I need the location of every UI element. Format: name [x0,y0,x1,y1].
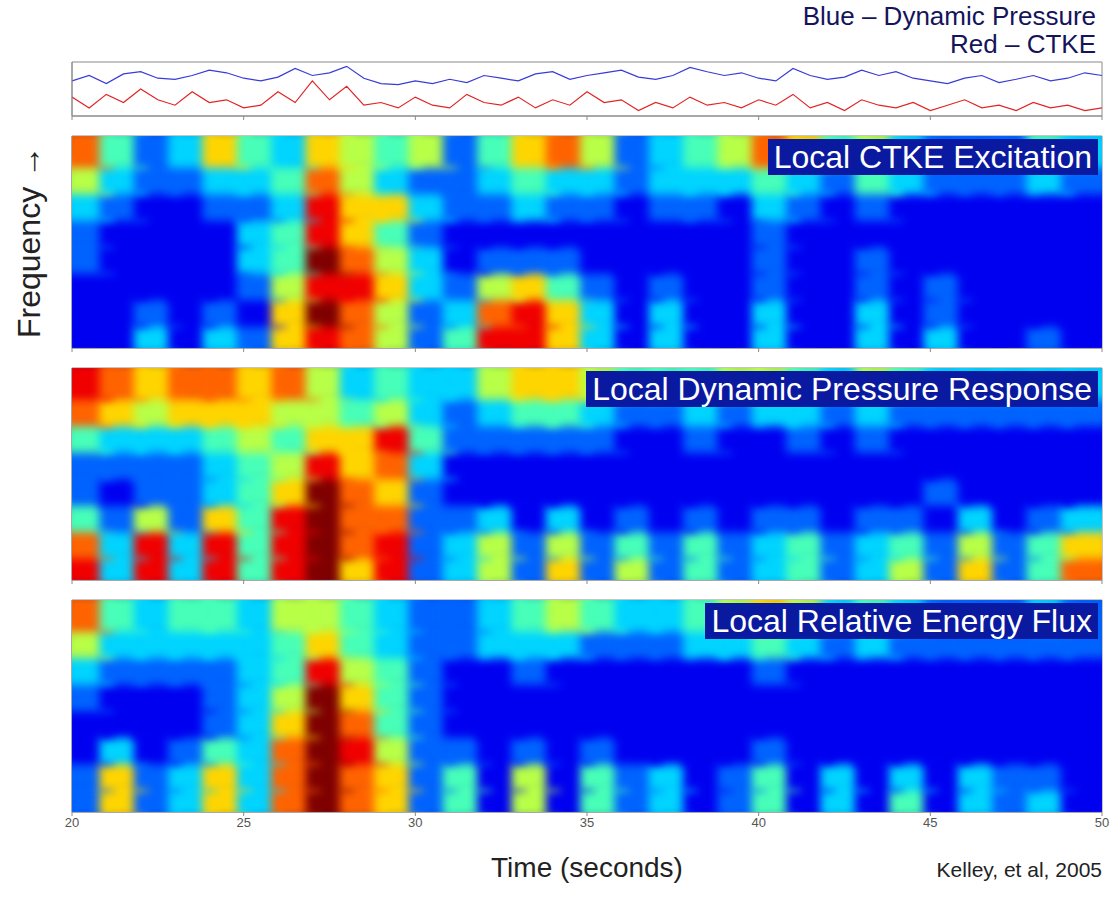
html-text:Local Dynamic Pressure Respons: Local Dynamic Pressure Response [592,371,1092,407]
html-text:Local CTKE Excitation: Local CTKE Excitation [773,139,1092,175]
html-text:Kelley, et al, 2005: Kelley, et al, 2005 [936,858,1102,881]
html-text:Local Relative Energy Flux: Local Relative Energy Flux [711,603,1092,639]
svg-text:Frequency →: Frequency → [11,146,47,338]
svg-text:45: 45 [923,815,937,830]
html-text:Red – CTKE: Red – CTKE [950,29,1096,59]
html-text:Blue – Dynamic Pressure: Blue – Dynamic Pressure [802,1,1096,31]
svg-text:20: 20 [65,815,79,830]
html-text:Time (seconds): Time (seconds) [491,852,683,883]
svg-text:35: 35 [580,815,594,830]
svg-text:30: 30 [408,815,422,830]
svg-text:50: 50 [1095,815,1109,830]
svg-text:40: 40 [751,815,765,830]
svg-text:25: 25 [236,815,250,830]
